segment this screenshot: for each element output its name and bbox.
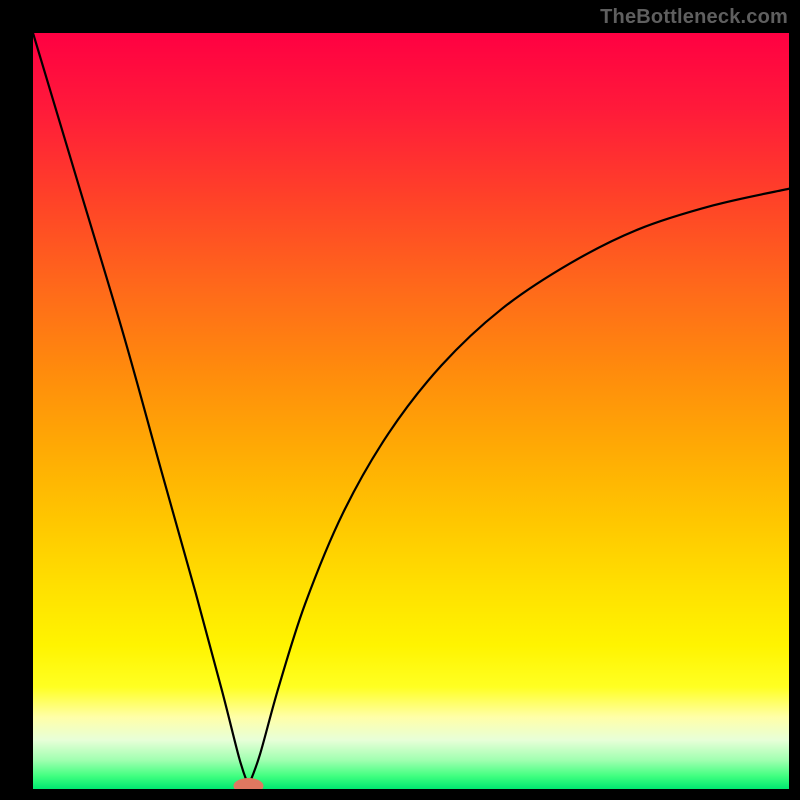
outer-frame: TheBottleneck.com <box>0 0 800 800</box>
notch-marker <box>33 33 789 789</box>
plot-area <box>33 33 789 789</box>
watermark-text: TheBottleneck.com <box>600 6 788 29</box>
